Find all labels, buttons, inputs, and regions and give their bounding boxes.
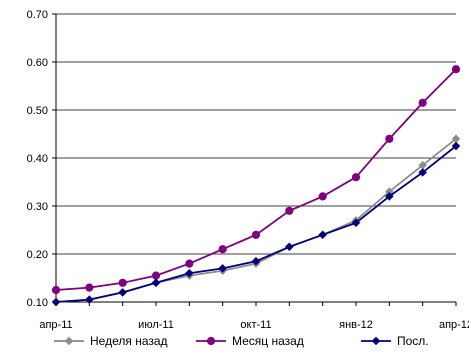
data-point (451, 65, 461, 74)
y-axis-ticks: 0.10 0.20 0.30 0.40 0.50 0.60 0.70 (27, 9, 56, 309)
legend-swatch-marker (64, 336, 74, 346)
data-point (185, 259, 194, 268)
legend: Неделя назад Месяц назад Посл. (54, 334, 429, 348)
data-point (118, 288, 128, 297)
data-point (151, 271, 161, 280)
data-point (351, 173, 361, 182)
y-tick-label: 0.30 (27, 201, 48, 213)
data-point (151, 278, 161, 288)
data-point (218, 264, 228, 273)
data-point (351, 218, 361, 228)
legend-item: Месяц назад (196, 334, 304, 348)
y-tick-label: 0.70 (27, 9, 48, 21)
y-tick-label: 0.50 (27, 105, 48, 117)
x-tick-label: апр-11 (39, 319, 72, 331)
x-axis-ticks: апр-11 июл-11 окт-11 янв-12 апр-12 (39, 302, 469, 331)
data-point (118, 278, 127, 287)
series-group (51, 65, 461, 307)
data-point (384, 192, 394, 201)
data-point (284, 242, 294, 252)
x-tick-label: окт-11 (240, 319, 271, 331)
x-tick-label: янв-12 (339, 319, 373, 331)
series-3 (51, 141, 461, 307)
data-point (251, 230, 261, 239)
legend-label: Посл. (397, 334, 429, 348)
x-tick-label: июл-11 (138, 319, 174, 331)
data-point (318, 230, 328, 240)
series-2 (51, 65, 461, 295)
data-point (85, 283, 94, 292)
y-tick-label: 0.60 (27, 57, 48, 69)
legend-label: Месяц назад (232, 334, 304, 348)
data-point (251, 256, 261, 266)
x-tick-label: апр-12 (439, 319, 469, 331)
y-tick-label: 0.10 (27, 297, 48, 309)
data-point (218, 245, 227, 254)
legend-label: Неделя назад (90, 334, 168, 348)
data-point (51, 285, 61, 295)
data-point (418, 98, 427, 107)
legend-item: Неделя назад (54, 334, 168, 348)
data-point (285, 206, 294, 215)
y-tick-label: 0.40 (27, 153, 48, 165)
legend-item: Посл. (361, 334, 429, 348)
data-point (84, 295, 94, 304)
data-point (451, 141, 461, 151)
data-point (51, 297, 61, 307)
data-point (184, 268, 194, 278)
data-point (318, 192, 327, 201)
gridlines (56, 13, 456, 255)
legend-swatch-marker (371, 336, 381, 346)
data-point (418, 168, 428, 177)
data-point (385, 134, 394, 143)
y-tick-label: 0.20 (27, 249, 48, 261)
legend-swatch-marker (206, 336, 216, 346)
